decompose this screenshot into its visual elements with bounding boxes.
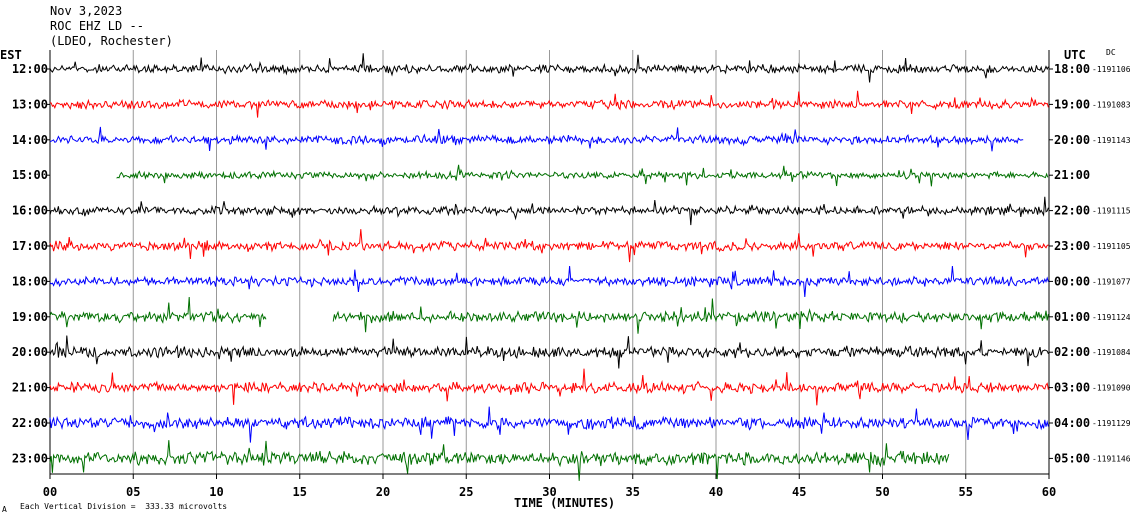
dc-offset-label: -1191129 [1092,419,1130,428]
est-hour-label: 19:00 [12,310,48,324]
seismic-trace [116,164,1049,187]
x-tick-label: 40 [709,485,723,499]
dc-offset-label: -1191115 [1092,207,1130,216]
x-tick-label: 60 [1042,485,1056,499]
scale-note: Each Vertical Division = 333.33 microvol… [20,502,228,511]
est-hour-label: 13:00 [12,97,48,111]
est-hour-label: 21:00 [12,381,48,395]
seismic-trace [49,440,950,481]
est-hour-label: 12:00 [12,62,48,76]
seismic-trace [49,53,1049,83]
dc-offset-label: -1191143 [1092,136,1130,145]
dc-offset-label: -1191077 [1092,277,1130,286]
x-tick-label: 55 [959,485,973,499]
utc-hour-label: 23:00 [1054,239,1090,253]
seismic-trace [49,229,1049,263]
utc-hour-label: 00:00 [1054,274,1090,288]
utc-hour-label: 18:00 [1054,62,1090,76]
header-station: ROC EHZ LD -- [50,19,144,33]
utc-hour-label: 03:00 [1054,381,1090,395]
utc-hour-label: 02:00 [1054,345,1090,359]
header-date: Nov 3,2023 [50,4,123,18]
dc-offset-label: -1191083 [1092,100,1130,109]
dc-offset-label: -1191146 [1092,454,1130,463]
x-tick-label: 20 [376,485,390,499]
seismic-trace [49,90,1049,118]
est-hour-label: 15:00 [12,168,48,182]
seismic-trace [49,335,1049,369]
seismic-trace [49,406,1049,443]
x-axis-title: TIME (MINUTES) [514,496,616,510]
dc-offset-label: -1191090 [1092,384,1130,393]
utc-hour-label: 05:00 [1054,451,1090,465]
x-tick-label: 00 [43,485,57,499]
utc-hour-label: 22:00 [1054,204,1090,218]
x-tick-label: 50 [875,485,889,499]
dc-offset-label: -1191124 [1092,313,1130,322]
x-tick-label: 25 [459,485,473,499]
seismic-trace [49,265,1049,298]
left-axis-timezone: EST [0,48,22,62]
utc-hour-label: 04:00 [1054,416,1090,430]
est-hour-label: 20:00 [12,345,48,359]
seismic-trace [49,368,1049,406]
dc-offset-label: -1191106 [1092,65,1130,74]
utc-hour-label: 19:00 [1054,97,1090,111]
dc-offset-label: -1191105 [1092,242,1130,251]
seismic-trace [49,126,1024,152]
est-hour-label: 18:00 [12,274,48,288]
est-hour-label: 23:00 [12,451,48,465]
est-hour-label: 17:00 [12,239,48,253]
dc-label: DC [1106,48,1116,57]
x-tick-label: 05 [126,485,140,499]
header-network: (LDEO, Rochester) [50,34,173,48]
utc-hour-label: 21:00 [1054,168,1090,182]
right-axis-timezone: UTC [1064,48,1086,62]
x-tick-label: 15 [293,485,307,499]
est-hour-label: 14:00 [12,133,48,147]
corner-mark: A [2,505,7,514]
x-tick-label: 35 [626,485,640,499]
x-tick-label: 45 [792,485,806,499]
est-hour-label: 22:00 [12,416,48,430]
seismic-trace [49,296,267,328]
est-hour-label: 16:00 [12,204,48,218]
x-tick-label: 10 [209,485,223,499]
utc-hour-label: 20:00 [1054,133,1090,147]
seismic-trace [49,196,1049,226]
dc-offset-label: -1191084 [1092,348,1130,357]
utc-hour-label: 01:00 [1054,310,1090,324]
seismic-trace [332,298,1049,334]
x-tick-label: 30 [542,485,556,499]
